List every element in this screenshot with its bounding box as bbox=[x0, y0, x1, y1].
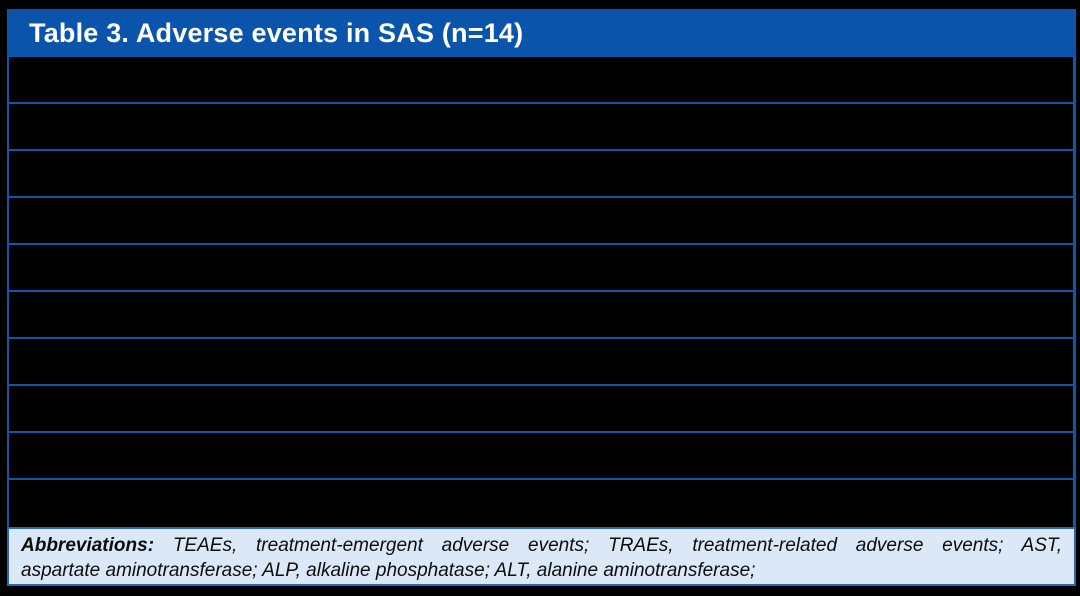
table-row bbox=[9, 339, 1073, 386]
table-row bbox=[9, 245, 1073, 292]
table-title-bar: Table 3. Adverse events in SAS (n=14) bbox=[7, 9, 1076, 57]
table-row bbox=[9, 292, 1073, 339]
abbreviations-line-1: Abbreviations: TEAEs, treatment-emergent… bbox=[21, 533, 1062, 558]
abbreviations-label: Abbreviations: bbox=[21, 535, 155, 556]
table-row bbox=[9, 57, 1073, 104]
table-row bbox=[9, 433, 1073, 480]
table-title: Table 3. Adverse events in SAS (n=14) bbox=[29, 17, 524, 48]
abbreviations-line-2: aspartate aminotransferase; ALP, alkalin… bbox=[21, 560, 756, 581]
adverse-events-table: Table 3. Adverse events in SAS (n=14) Ab… bbox=[7, 9, 1076, 586]
table-row bbox=[9, 151, 1073, 198]
table-row bbox=[9, 104, 1073, 151]
abbreviations-line-1-text: TEAEs, treatment-emergent adverse events… bbox=[172, 535, 1063, 556]
table-row bbox=[9, 480, 1073, 527]
table-row bbox=[9, 386, 1073, 433]
table-footnote: Abbreviations: TEAEs, treatment-emergent… bbox=[7, 527, 1076, 586]
table-body bbox=[7, 57, 1076, 527]
table-row bbox=[9, 198, 1073, 245]
